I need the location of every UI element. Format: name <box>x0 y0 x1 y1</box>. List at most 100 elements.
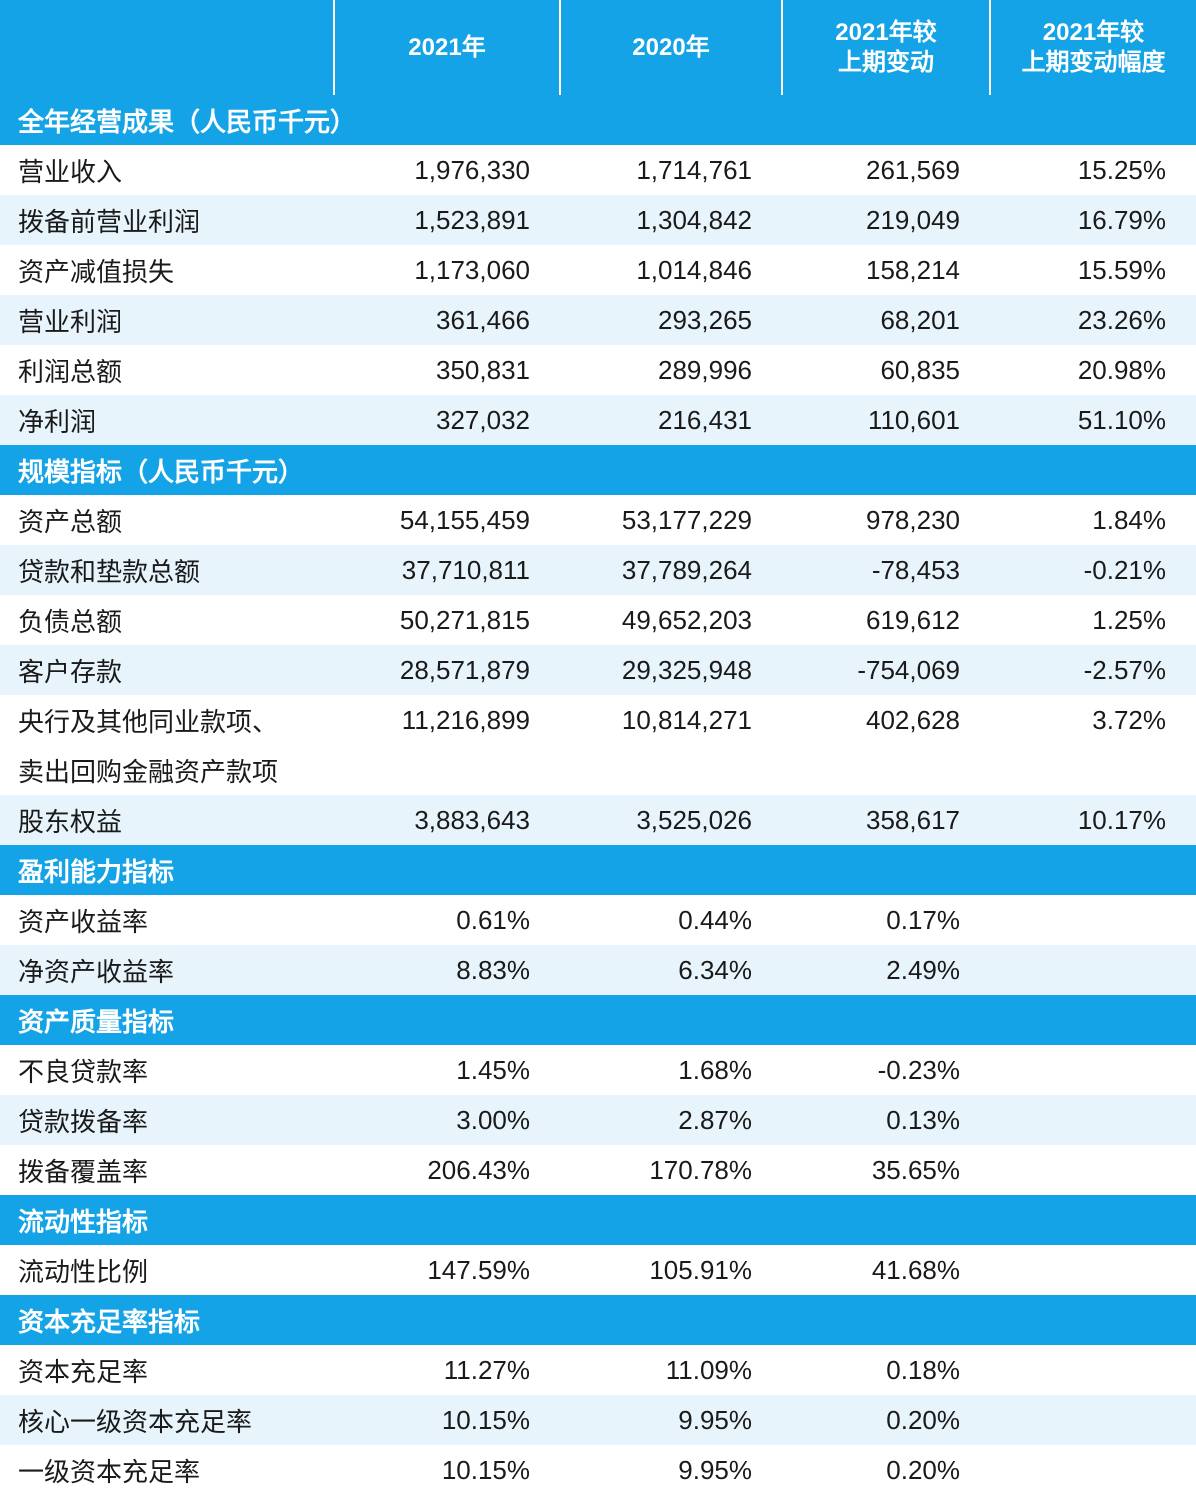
cell: 147.59% <box>334 1245 560 1295</box>
header-row: 2021年 2020年 2021年较上期变动 2021年较上期变动幅度 <box>0 0 1196 95</box>
table-row: 央行及其他同业款项、11,216,89910,814,271402,6283.7… <box>0 695 1196 745</box>
row-label: 资产总额 <box>0 495 334 545</box>
financial-table: 2021年 2020年 2021年较上期变动 2021年较上期变动幅度 全年经营… <box>0 0 1196 1495</box>
row-label: 营业收入 <box>0 145 334 195</box>
row-label: 核心一级资本充足率 <box>0 1395 334 1445</box>
cell: 619,612 <box>782 595 990 645</box>
cell: 1.84% <box>990 495 1196 545</box>
cell: 37,789,264 <box>560 545 782 595</box>
cell <box>990 1045 1196 1095</box>
cell: 361,466 <box>334 295 560 345</box>
row-label: 拨备前营业利润 <box>0 195 334 245</box>
table-row-continuation: 卖出回购金融资产款项 <box>0 745 1196 795</box>
cell: 978,230 <box>782 495 990 545</box>
section-title: 规模指标（人民币千元） <box>0 445 1196 495</box>
section-header: 资产质量指标 <box>0 995 1196 1045</box>
cell: 289,996 <box>560 345 782 395</box>
cell: 206.43% <box>334 1145 560 1195</box>
table-row: 负债总额50,271,81549,652,203619,6121.25% <box>0 595 1196 645</box>
table-header: 2021年 2020年 2021年较上期变动 2021年较上期变动幅度 <box>0 0 1196 95</box>
cell: 1,714,761 <box>560 145 782 195</box>
cell: 3,883,643 <box>334 795 560 845</box>
table-row: 不良贷款率1.45%1.68%-0.23% <box>0 1045 1196 1095</box>
cell: 327,032 <box>334 395 560 445</box>
cell: 3.72% <box>990 695 1196 745</box>
cell: 1,304,842 <box>560 195 782 245</box>
cell: -0.23% <box>782 1045 990 1095</box>
cell: 15.59% <box>990 245 1196 295</box>
row-label: 客户存款 <box>0 645 334 695</box>
cell: 0.18% <box>782 1345 990 1395</box>
row-label: 拨备覆盖率 <box>0 1145 334 1195</box>
row-label: 利润总额 <box>0 345 334 395</box>
table-row: 客户存款28,571,87929,325,948-754,069-2.57% <box>0 645 1196 695</box>
row-label: 负债总额 <box>0 595 334 645</box>
row-label: 贷款和垫款总额 <box>0 545 334 595</box>
cell <box>990 945 1196 995</box>
table-row: 净利润327,032216,431110,60151.10% <box>0 395 1196 445</box>
cell: 261,569 <box>782 145 990 195</box>
cell: 158,214 <box>782 245 990 295</box>
cell: 20.98% <box>990 345 1196 395</box>
row-label: 资产收益率 <box>0 895 334 945</box>
cell: 0.13% <box>782 1095 990 1145</box>
cell: 8.83% <box>334 945 560 995</box>
cell: 50,271,815 <box>334 595 560 645</box>
section-header: 全年经营成果（人民币千元） <box>0 95 1196 145</box>
cell: 10.17% <box>990 795 1196 845</box>
cell: 10,814,271 <box>560 695 782 745</box>
cell: 37,710,811 <box>334 545 560 595</box>
cell: 51.10% <box>990 395 1196 445</box>
header-cell-1: 2021年 <box>334 0 560 95</box>
cell: 10.15% <box>334 1395 560 1445</box>
cell: 170.78% <box>560 1145 782 1195</box>
cell: 6.34% <box>560 945 782 995</box>
row-label: 资产减值损失 <box>0 245 334 295</box>
cell: 219,049 <box>782 195 990 245</box>
header-cell-3: 2021年较上期变动 <box>782 0 990 95</box>
section-header: 盈利能力指标 <box>0 845 1196 895</box>
cell: 1.45% <box>334 1045 560 1095</box>
table-body: 全年经营成果（人民币千元）营业收入1,976,3301,714,761261,5… <box>0 95 1196 1495</box>
cell: -754,069 <box>782 645 990 695</box>
cell: 29,325,948 <box>560 645 782 695</box>
cell: 358,617 <box>782 795 990 845</box>
cell: 1,976,330 <box>334 145 560 195</box>
cell: 350,831 <box>334 345 560 395</box>
row-label: 不良贷款率 <box>0 1045 334 1095</box>
cell: 293,265 <box>560 295 782 345</box>
cell: 54,155,459 <box>334 495 560 545</box>
cell: 41.68% <box>782 1245 990 1295</box>
cell: 2.87% <box>560 1095 782 1145</box>
cell: 1,523,891 <box>334 195 560 245</box>
cell <box>990 1395 1196 1445</box>
cell: 1,014,846 <box>560 245 782 295</box>
table-row: 资产收益率0.61%0.44%0.17% <box>0 895 1196 945</box>
cell: -78,453 <box>782 545 990 595</box>
section-header: 规模指标（人民币千元） <box>0 445 1196 495</box>
row-label: 贷款拨备率 <box>0 1095 334 1145</box>
table-row: 营业收入1,976,3301,714,761261,56915.25% <box>0 145 1196 195</box>
cell: 49,652,203 <box>560 595 782 645</box>
table-row: 营业利润361,466293,26568,20123.26% <box>0 295 1196 345</box>
table-row: 拨备前营业利润1,523,8911,304,842219,04916.79% <box>0 195 1196 245</box>
cell: 9.95% <box>560 1395 782 1445</box>
header-cell-2: 2020年 <box>560 0 782 95</box>
cell: 11.09% <box>560 1345 782 1395</box>
cell: 3,525,026 <box>560 795 782 845</box>
cell: 28,571,879 <box>334 645 560 695</box>
cell: 1.25% <box>990 595 1196 645</box>
cell <box>990 1245 1196 1295</box>
cell: 11.27% <box>334 1345 560 1395</box>
row-label: 流动性比例 <box>0 1245 334 1295</box>
cell: 23.26% <box>990 295 1196 345</box>
row-label: 净资产收益率 <box>0 945 334 995</box>
cell <box>990 1095 1196 1145</box>
cell: 3.00% <box>334 1095 560 1145</box>
cell: 16.79% <box>990 195 1196 245</box>
section-title: 资产质量指标 <box>0 995 1196 1045</box>
section-title: 全年经营成果（人民币千元） <box>0 95 1196 145</box>
cell: 0.17% <box>782 895 990 945</box>
table-row: 股东权益3,883,6433,525,026358,61710.17% <box>0 795 1196 845</box>
table-row: 贷款拨备率3.00%2.87%0.13% <box>0 1095 1196 1145</box>
